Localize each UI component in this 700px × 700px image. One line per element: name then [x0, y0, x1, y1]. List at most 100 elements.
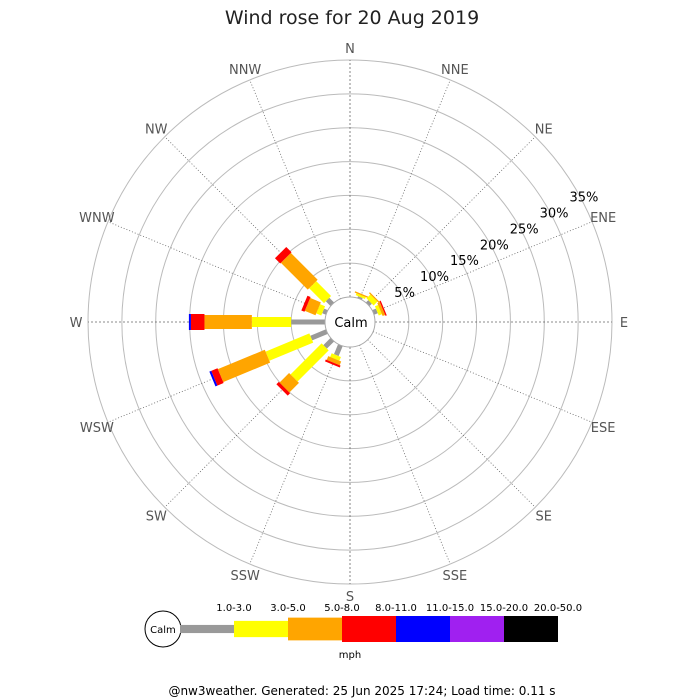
bar-ssw-3.0-5.0	[330, 353, 341, 361]
bar-w-1.0-3.0	[291, 319, 325, 325]
legend-label-5.0-8.0: 5.0-8.0	[324, 603, 359, 614]
bar-nw-3.0-5.0	[309, 281, 332, 304]
bar-ssw-1.0-3.0	[333, 344, 343, 357]
bar-group-wsw	[209, 329, 328, 387]
legend-swatch-1.0-3.0	[180, 624, 234, 634]
bar-ene-3.0-5.0	[374, 304, 382, 316]
bar-nne-1.0-3.0	[357, 296, 363, 300]
bar-wsw-5.0-8.0	[217, 349, 271, 383]
ring-label-5: 5%	[394, 286, 415, 301]
bar-sw-5.0-8.0	[279, 373, 299, 393]
bar-wsw-1.0-3.0	[310, 329, 328, 341]
direction-label-nnw: NNW	[229, 63, 261, 78]
bar-ne-3.0-5.0	[366, 294, 378, 306]
direction-label-ese: ESE	[591, 421, 616, 436]
spoke-se	[367, 339, 536, 508]
direction-label-ne: NE	[535, 122, 553, 137]
bar-ssw-8.0-11.0	[325, 359, 341, 368]
spoke-nne	[359, 79, 451, 300]
calm-circle	[324, 296, 376, 348]
spoke-wnw	[107, 221, 328, 313]
legend-swatch-3.0-5.0	[234, 620, 288, 638]
chart-title: Wind rose for 20 Aug 2019	[225, 7, 479, 29]
bar-wnw-3.0-5.0	[316, 304, 326, 316]
bar-wsw-3.0-5.0	[265, 333, 314, 361]
labels-layer: N NNE NE ENE E ESE SE SSE S SSW SW WSW W WNW NW NNW 5% 10…	[70, 42, 629, 605]
legend: Calm 1.0-3.0 3.0-5.0 5.0-8.0 8.0-11.0 11.0-1…	[144, 603, 582, 661]
bar-group-sw	[276, 337, 335, 396]
direction-label-wsw: WSW	[80, 421, 114, 436]
ring-30	[121, 93, 579, 551]
ring-label-25: 25%	[510, 222, 539, 237]
direction-label-n: N	[345, 42, 355, 57]
bar-nw-5.0-8.0	[280, 252, 318, 290]
bar-w-8.0-11.0	[190, 314, 205, 330]
legend-items: 1.0-3.0 3.0-5.0 5.0-8.0 8.0-11.0 11.0-15.0 15…	[180, 603, 582, 642]
legend-label-20.0-50.0: 20.0-50.0	[534, 603, 582, 614]
spoke-nnw	[249, 79, 341, 300]
legend-swatch-5.0-8.0	[288, 617, 342, 641]
ring-label-15: 15%	[450, 254, 479, 269]
direction-label-s: S	[346, 590, 354, 605]
direction-label-w: W	[70, 316, 83, 331]
spoke-ne	[367, 136, 536, 305]
bar-ne-1.0-3.0	[365, 300, 372, 307]
spoke-sse	[359, 344, 451, 565]
legend-unit: mph	[339, 650, 361, 661]
calm-layer: Calm	[324, 296, 376, 348]
spoke-ene	[372, 221, 593, 313]
bar-ene-5.0-8.0	[377, 302, 386, 317]
legend-label-3.0-5.0: 3.0-5.0	[270, 603, 305, 614]
calm-label: Calm	[334, 316, 367, 331]
direction-label-ssw: SSW	[230, 569, 260, 584]
legend-label-1.0-3.0: 1.0-3.0	[216, 603, 251, 614]
bar-sw-3.0-5.0	[290, 343, 329, 382]
legend-swatch-15.0-20.0	[450, 616, 504, 642]
bar-group-w	[188, 314, 325, 330]
bar-w-3.0-5.0	[251, 317, 292, 327]
direction-label-sse: SSE	[442, 569, 467, 584]
legend-label-11.0-15.0: 11.0-15.0	[426, 603, 474, 614]
legend-label-15.0-20.0: 15.0-20.0	[480, 603, 528, 614]
bar-group-ne	[365, 292, 380, 307]
legend-swatch-8.0-11.0	[342, 616, 396, 642]
direction-label-ene: ENE	[590, 211, 616, 226]
bar-group-ssw	[325, 344, 343, 368]
legend-swatch-20.0-50.0	[504, 616, 558, 642]
bar-ssw-5.0-8.0	[326, 356, 342, 366]
bar-wsw-11.0-15.0	[209, 370, 218, 387]
bar-group-nw	[274, 246, 335, 307]
ring-label-20: 20%	[480, 238, 509, 253]
bar-wnw-5.0-8.0	[304, 297, 321, 316]
ring-label-30: 30%	[540, 206, 569, 221]
bar-group-wnw	[301, 295, 328, 316]
legend-calm-label: Calm	[150, 625, 176, 636]
direction-label-sw: SW	[146, 510, 167, 525]
legend-label-8.0-11.0: 8.0-11.0	[375, 603, 417, 614]
bar-sw-1.0-3.0	[323, 337, 335, 349]
bar-nne-5.0-8.0	[354, 291, 369, 298]
direction-label-e: E	[620, 316, 628, 331]
bars-layer	[188, 246, 387, 396]
ring-label-35: 35%	[570, 191, 599, 206]
bar-group-nne	[354, 291, 369, 300]
direction-label-nne: NNE	[441, 63, 469, 78]
direction-label-se: SE	[536, 510, 552, 525]
bar-wnw-8.0-11.0	[301, 295, 311, 312]
bar-w-5.0-8.0	[204, 315, 252, 329]
bar-sw-8.0-11.0	[276, 381, 291, 396]
bar-nw-8.0-11.0	[274, 246, 292, 264]
ring-label-10: 10%	[420, 270, 449, 285]
bar-ene-8.0-11.0	[379, 300, 387, 316]
direction-label-nw: NW	[145, 122, 168, 137]
bar-ne-5.0-8.0	[368, 292, 380, 304]
legend-swatch-11.0-15.0	[396, 616, 450, 642]
direction-label-wnw: WNW	[79, 211, 115, 226]
bar-nne-3.0-5.0	[355, 293, 366, 299]
bar-wsw-8.0-11.0	[211, 368, 224, 386]
footer-text: @nw3weather. Generated: 25 Jun 2025 17:2…	[168, 684, 555, 698]
spoke-ssw	[249, 344, 341, 565]
spoke-ese	[372, 331, 593, 423]
